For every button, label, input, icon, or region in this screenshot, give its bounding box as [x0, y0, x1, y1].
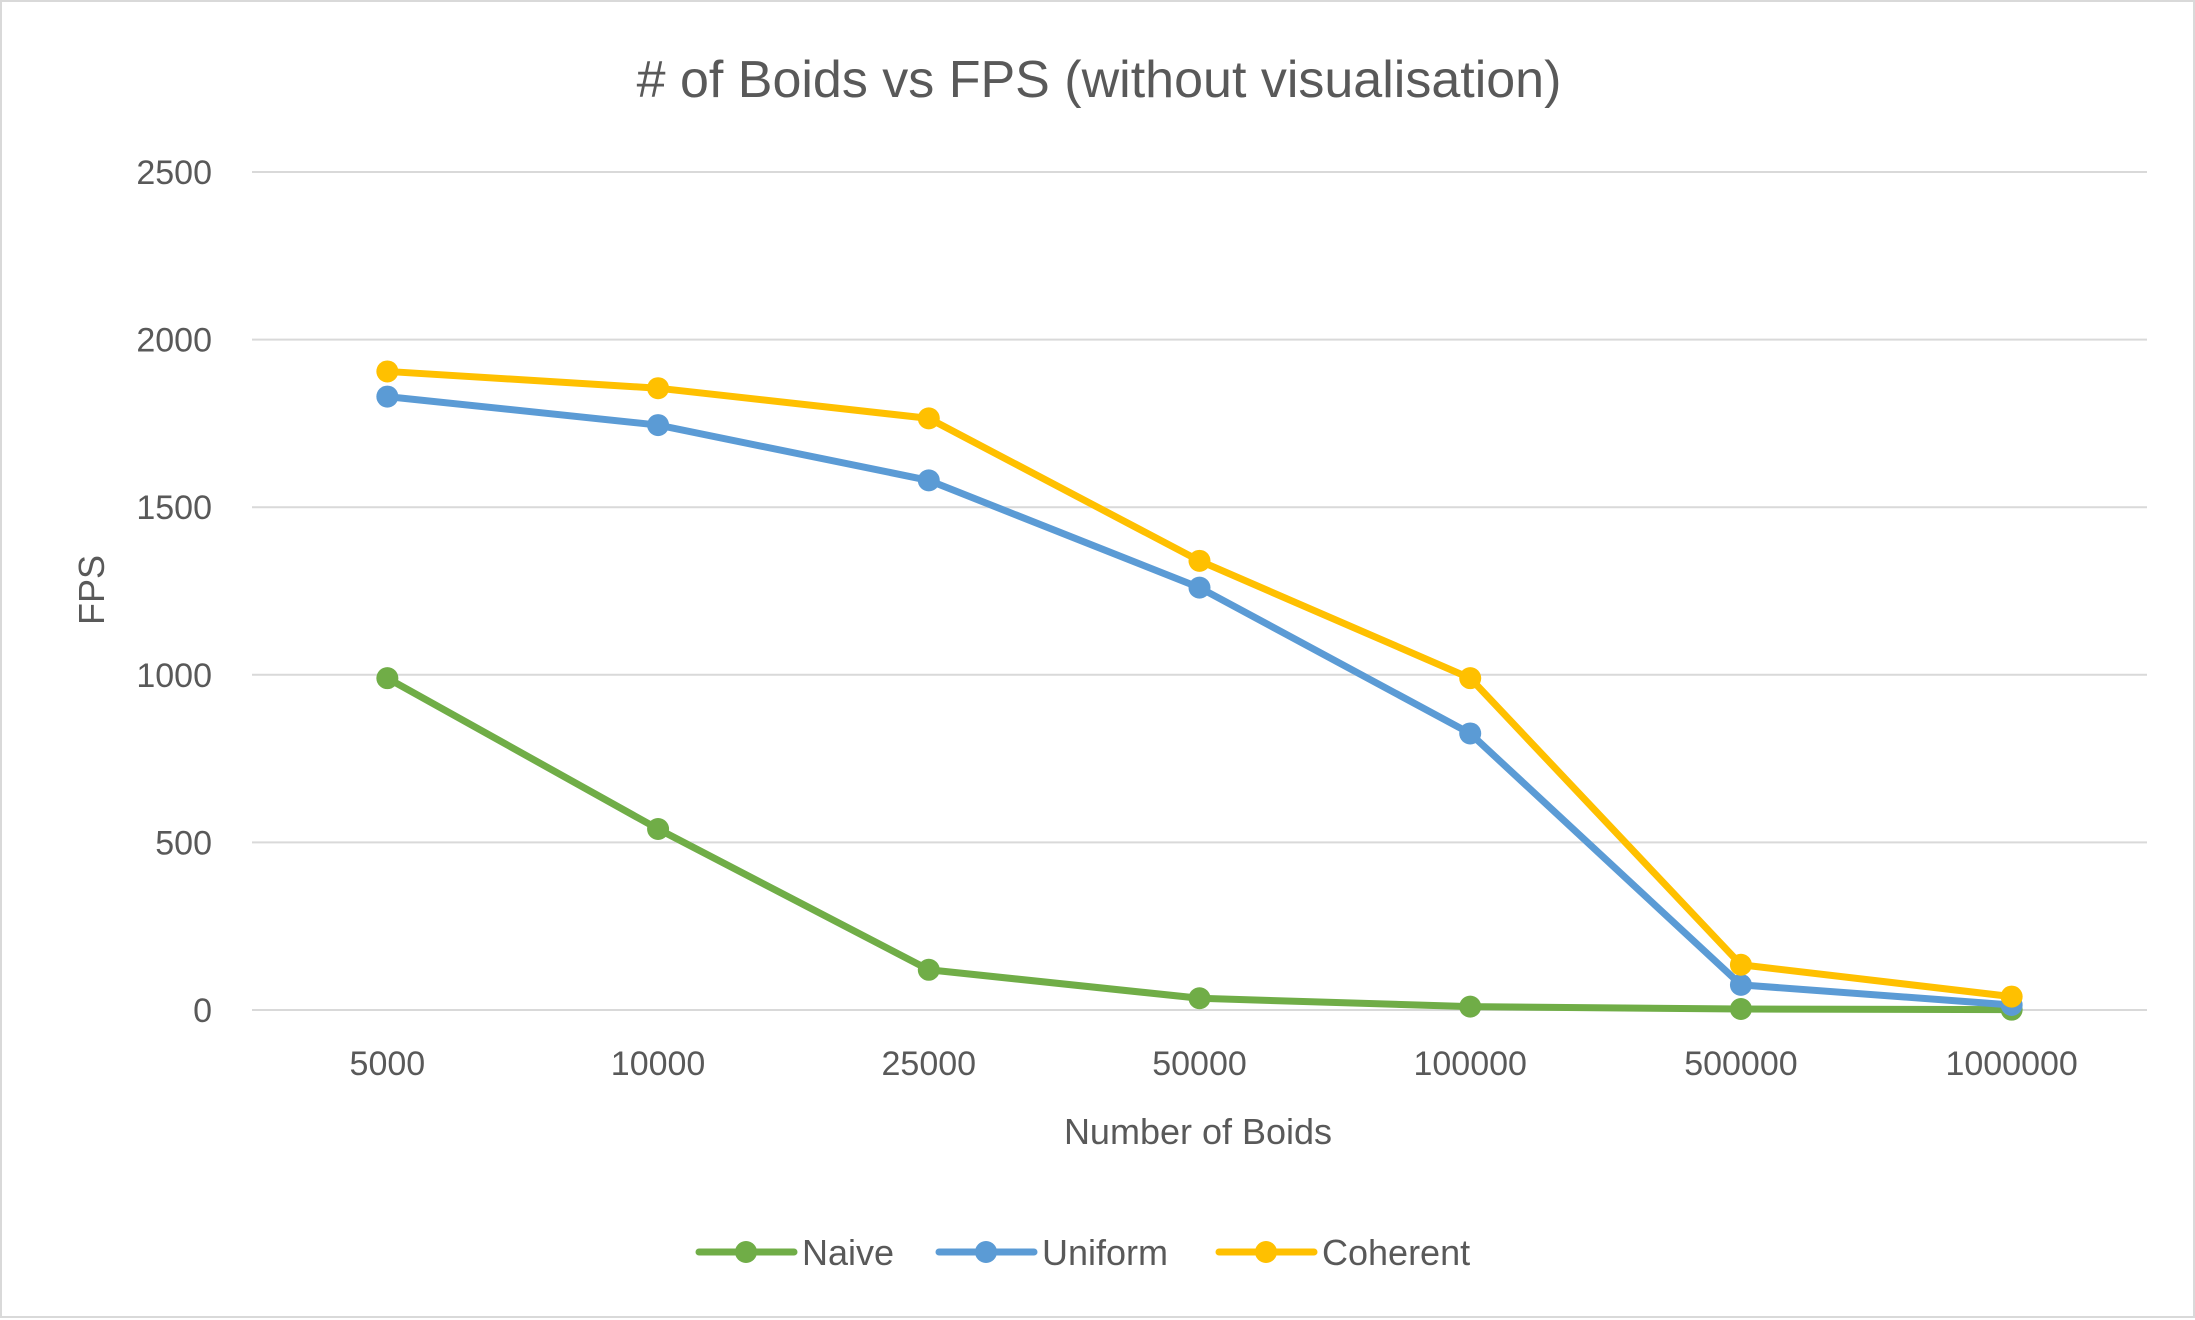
data-point	[917, 407, 940, 430]
data-point	[917, 469, 940, 492]
series-line	[383, 393, 2016, 1009]
legend[interactable]: Naive Uniform Coherent	[695, 1232, 1470, 1273]
y-tick-label: 1000	[136, 657, 212, 695]
data-point	[1188, 576, 1211, 599]
data-point	[376, 667, 399, 690]
y-tick-label: 500	[155, 824, 212, 862]
x-tick-label: 25000	[882, 1045, 977, 1083]
legend-label: Coherent	[1322, 1232, 1470, 1273]
legend-item-uniform[interactable]: Uniform	[935, 1232, 1168, 1273]
series-lines	[376, 360, 2023, 1021]
x-tick-label: 1000000	[1945, 1045, 2077, 1083]
y-tick-label: 1500	[136, 489, 212, 527]
data-point	[647, 817, 670, 840]
data-point	[1188, 549, 1211, 572]
data-point	[2000, 985, 2023, 1008]
legend-item-naive[interactable]: Naive	[695, 1232, 894, 1273]
x-axis-title: Number of Boids	[1064, 1111, 1332, 1152]
legend-swatch-marker	[1255, 1241, 1277, 1263]
x-tick-label: 100000	[1413, 1045, 1526, 1083]
legend-item-coherent[interactable]: Coherent	[1215, 1232, 1470, 1273]
chart-title: # of Boids vs FPS (without visualisation…	[637, 51, 1562, 109]
data-point	[376, 360, 399, 383]
data-point	[376, 385, 399, 408]
data-point	[647, 414, 670, 437]
data-point	[1459, 667, 1482, 690]
x-tick-label: 50000	[1152, 1045, 1247, 1083]
data-point	[1459, 722, 1482, 745]
x-axis-ticks: 5000 10000 25000 50000 100000 500000 1000000	[350, 1045, 2078, 1083]
y-axis-ticks: 0 500 1000 1500 2000 2500	[136, 154, 212, 1030]
series-uniform	[376, 385, 2023, 1016]
y-tick-label: 2500	[136, 154, 212, 192]
x-tick-label: 5000	[350, 1045, 426, 1083]
legend-label: Uniform	[1042, 1232, 1168, 1273]
data-point	[917, 958, 940, 981]
series-line	[383, 367, 2016, 1001]
series-line	[383, 674, 2016, 1014]
legend-label: Naive	[802, 1232, 894, 1273]
x-tick-label: 500000	[1684, 1045, 1797, 1083]
data-point	[647, 377, 670, 400]
series-coherent	[376, 360, 2023, 1008]
data-point	[1729, 997, 1752, 1020]
data-point	[1459, 995, 1482, 1018]
legend-swatch-marker	[735, 1241, 757, 1263]
y-axis-title: FPS	[71, 555, 112, 625]
data-point	[1729, 973, 1752, 996]
legend-swatch-marker	[975, 1241, 997, 1263]
y-tick-label: 0	[193, 992, 212, 1030]
x-tick-label: 10000	[611, 1045, 706, 1083]
data-point	[1729, 953, 1752, 976]
data-point	[1188, 987, 1211, 1010]
y-tick-label: 2000	[136, 322, 212, 360]
